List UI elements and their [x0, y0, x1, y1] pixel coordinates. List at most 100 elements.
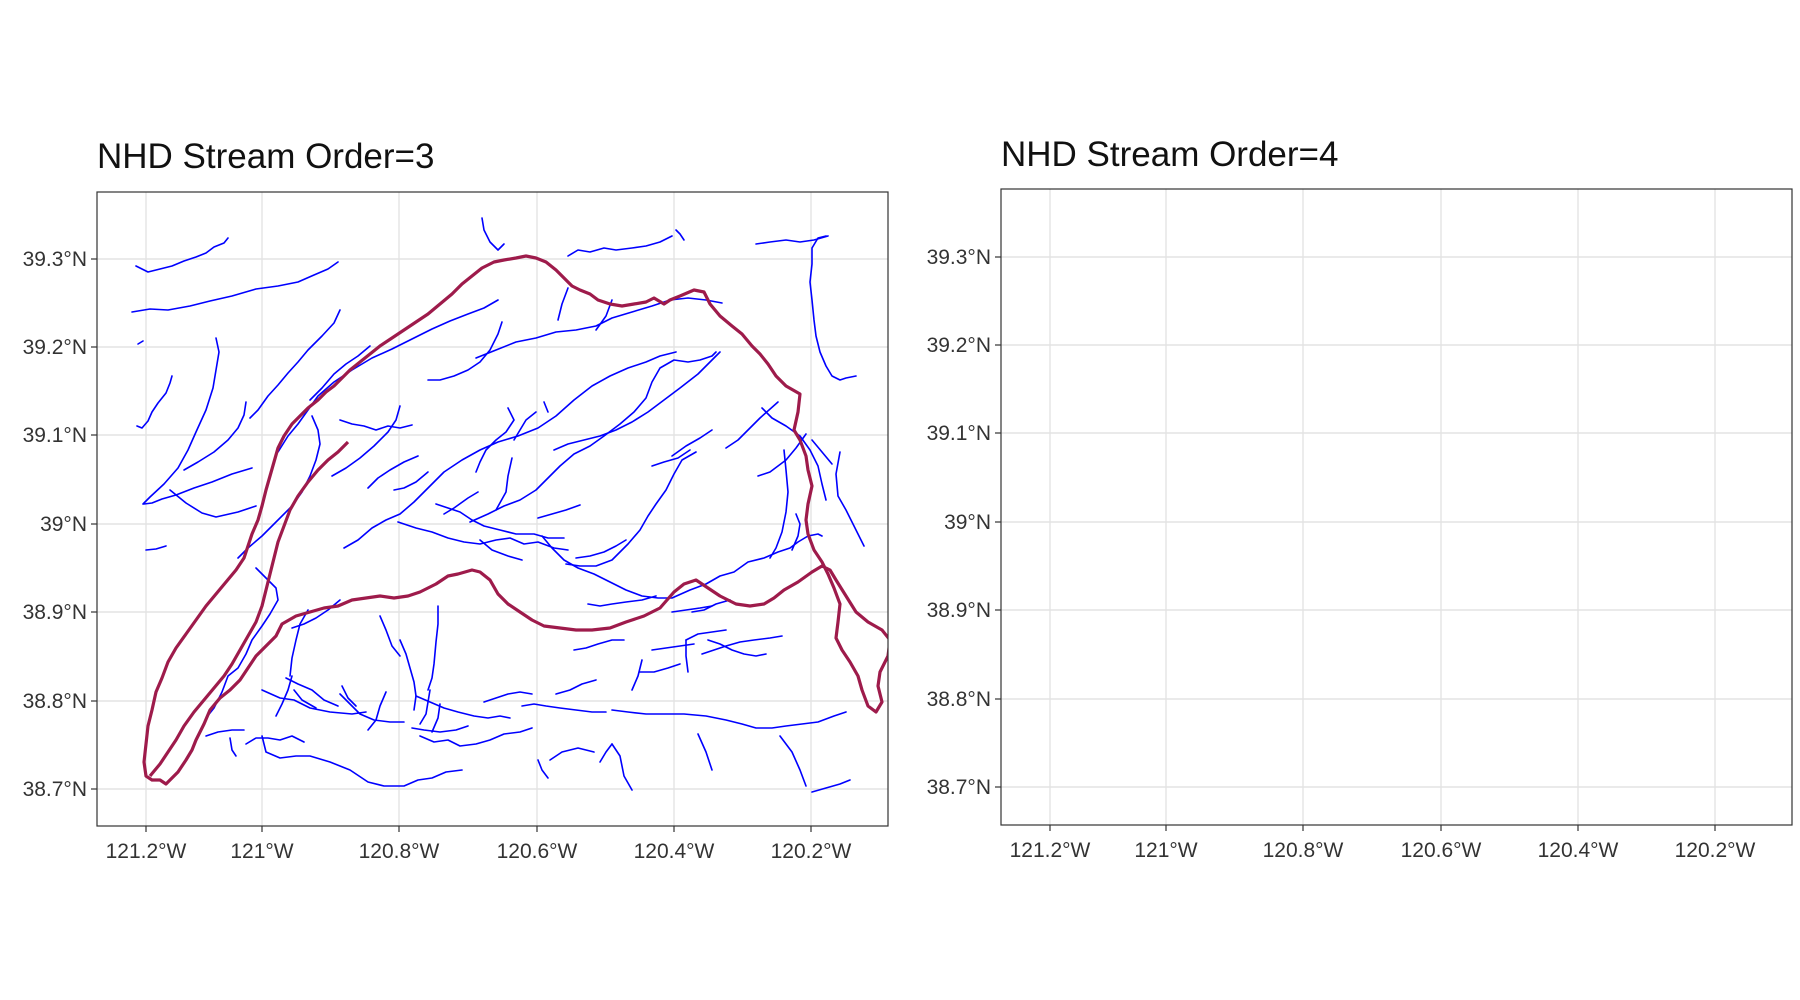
- stream-line: [249, 309, 341, 419]
- stream-line: [261, 689, 367, 715]
- stream-line: [331, 405, 401, 477]
- stream-line: [443, 491, 479, 515]
- stream-line: [285, 677, 339, 707]
- y-tick-label: 39.2°N: [23, 336, 87, 359]
- stream-line: [131, 261, 339, 313]
- x-tick-label: 121°W: [1134, 839, 1197, 862]
- stream-line: [275, 675, 293, 717]
- y-tick-label: 38.7°N: [927, 776, 991, 799]
- stream-line: [135, 237, 229, 273]
- x-tick-label: 121°W: [230, 840, 293, 863]
- stream-line: [611, 743, 633, 791]
- stream-line: [367, 691, 387, 731]
- streams-layer: [131, 217, 865, 793]
- stream-line: [757, 433, 807, 477]
- stream-line: [145, 545, 167, 551]
- stream-line: [697, 733, 713, 771]
- stream-line: [261, 735, 463, 787]
- x-tick-label: 121.2°W: [106, 840, 187, 863]
- stream-line: [811, 439, 833, 465]
- x-tick-label: 120.2°W: [771, 840, 852, 863]
- y-tick-label: 38.7°N: [23, 778, 87, 801]
- stream-line: [631, 659, 643, 691]
- stream-line: [205, 567, 279, 719]
- stream-line: [469, 351, 717, 523]
- stream-line: [339, 693, 405, 723]
- y-tick-label: 39°N: [40, 513, 87, 536]
- stream-line: [521, 703, 607, 713]
- stream-line: [169, 489, 257, 518]
- stream-line: [675, 229, 685, 241]
- stream-line: [143, 467, 253, 505]
- stream-line: [427, 605, 439, 691]
- stream-line: [611, 709, 847, 729]
- plot-frame: [96, 191, 889, 827]
- stream-line: [435, 503, 565, 539]
- stream-line: [399, 639, 417, 711]
- stream-line: [343, 351, 677, 549]
- y-tick-label: 39.2°N: [927, 334, 991, 357]
- stream-line: [553, 351, 721, 451]
- panel-title: NHD Stream Order=4: [1001, 135, 1339, 174]
- stream-line: [339, 419, 413, 431]
- stream-line: [685, 629, 727, 641]
- stream-line: [701, 635, 783, 655]
- x-tick-label: 120.6°W: [497, 840, 578, 863]
- x-axis: 121.2°W 121°W 120.8°W 120.6°W 120.4°W 120.2°W: [106, 826, 852, 863]
- stream-line: [671, 605, 713, 613]
- stream-line: [137, 340, 144, 345]
- y-tick-label: 39.3°N: [23, 248, 87, 271]
- y-tick-label: 39.1°N: [23, 424, 87, 447]
- y-axis: 38.7°N 38.8°N 38.9°N 39°N 39.1°N 39.2°N 39.3°N: [927, 246, 1001, 799]
- stream-line: [289, 609, 309, 677]
- stream-line: [277, 299, 499, 453]
- stream-line: [565, 451, 697, 567]
- stream-line: [809, 235, 857, 381]
- stream-line: [475, 407, 515, 473]
- map-panel-order-3: 121.2°W 121°W 120.8°W 120.6°W 120.4°W 120.2°W…: [23, 191, 889, 863]
- stream-line: [341, 685, 357, 707]
- stream-line: [651, 643, 695, 651]
- stream-line: [431, 703, 441, 733]
- stream-line: [481, 217, 505, 251]
- map-layers: [131, 217, 888, 793]
- plot-frame: [1000, 188, 1793, 826]
- watershed-boundary-layer: [142, 254, 888, 786]
- stream-line: [397, 521, 569, 551]
- watershed-boundary: [142, 254, 888, 786]
- stream-line: [639, 663, 681, 673]
- stream-line: [411, 725, 469, 733]
- stream-line: [555, 679, 597, 695]
- stream-line: [671, 429, 713, 457]
- stream-line: [479, 539, 523, 561]
- y-axis: 38.7°N 38.8°N 38.9°N 39°N 39.1°N 39.2°N 39.3°N: [23, 248, 97, 801]
- stream-line: [415, 695, 511, 719]
- stream-line: [419, 689, 431, 725]
- stream-line: [769, 449, 789, 559]
- stream-line: [549, 747, 595, 761]
- y-tick-label: 39°N: [944, 511, 991, 534]
- stream-line: [557, 287, 569, 321]
- x-tick-label: 120.8°W: [359, 840, 440, 863]
- stream-line: [245, 735, 305, 745]
- stream-line: [779, 735, 807, 787]
- stream-line: [136, 375, 173, 429]
- stream-line: [419, 727, 533, 747]
- stream-line: [575, 539, 627, 559]
- stream-line: [707, 639, 767, 657]
- stream-line: [543, 401, 549, 413]
- stream-line: [835, 451, 865, 547]
- x-tick-label: 120.2°W: [1675, 839, 1756, 862]
- stream-line: [229, 737, 237, 757]
- stream-line: [567, 235, 673, 257]
- stream-line: [483, 691, 533, 703]
- stream-line: [495, 457, 513, 511]
- y-tick-label: 39.3°N: [927, 246, 991, 269]
- stream-line: [587, 595, 657, 607]
- y-tick-label: 38.8°N: [927, 688, 991, 711]
- stream-line: [651, 449, 691, 467]
- watershed-boundary-inner: [148, 440, 350, 778]
- x-tick-label: 120.6°W: [1401, 839, 1482, 862]
- x-tick-label: 120.4°W: [1538, 839, 1619, 862]
